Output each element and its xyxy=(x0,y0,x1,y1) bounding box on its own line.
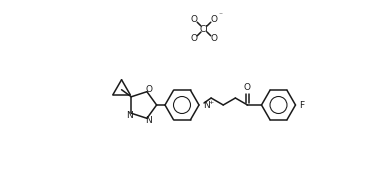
Text: F: F xyxy=(300,100,305,110)
Text: O: O xyxy=(210,34,217,43)
Text: N: N xyxy=(203,100,210,110)
Text: N: N xyxy=(146,116,152,125)
Text: O: O xyxy=(191,15,198,24)
Text: O: O xyxy=(210,15,217,24)
Text: Cl: Cl xyxy=(200,25,209,33)
Text: O: O xyxy=(191,34,198,43)
Text: O: O xyxy=(244,84,251,92)
Text: N: N xyxy=(126,111,132,120)
Text: ⁻: ⁻ xyxy=(219,11,223,20)
Text: +: + xyxy=(208,100,213,104)
Text: O: O xyxy=(146,85,152,94)
